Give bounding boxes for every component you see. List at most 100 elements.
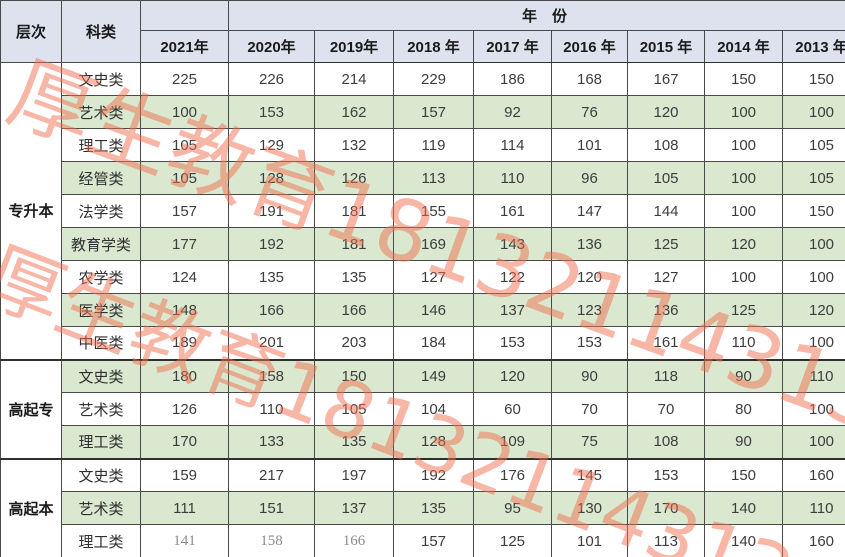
- score-cell: 159: [140, 457, 229, 492]
- column-header-category: 科类: [61, 0, 141, 63]
- score-cell: 105: [627, 161, 705, 195]
- score-cell: 90: [704, 358, 783, 393]
- score-cell: 137: [314, 491, 394, 525]
- score-cell: 128: [393, 425, 474, 459]
- score-cell: 124: [140, 260, 229, 294]
- score-cell: 104: [393, 392, 474, 426]
- score-cell: 150: [781, 62, 845, 96]
- score-cell: 135: [314, 260, 394, 294]
- table-row: 理工类 141 158 166 157 125 101 113 140 160: [1, 524, 845, 557]
- score-cell: 120: [551, 260, 628, 294]
- score-cell: 170: [627, 491, 705, 525]
- score-cell: 157: [393, 524, 474, 557]
- category-cell: 农学类: [61, 260, 141, 294]
- score-cell: 135: [228, 260, 315, 294]
- score-cell: 100: [781, 260, 845, 294]
- table-row: 艺术类 126 110 105 104 60 70 70 80 100: [1, 392, 845, 426]
- score-cell: 153: [473, 326, 552, 360]
- score-cell: 161: [627, 326, 705, 360]
- score-cell: 110: [228, 392, 315, 426]
- score-cell: 166: [314, 524, 394, 557]
- score-cell: 176: [473, 457, 552, 492]
- score-cell: 113: [393, 161, 474, 195]
- score-cell: 110: [473, 161, 552, 195]
- score-cell: 127: [393, 260, 474, 294]
- score-cell: 120: [781, 293, 845, 327]
- year-column-header-7: 2014 年: [704, 30, 783, 63]
- score-cell: 100: [704, 95, 783, 129]
- score-cell: 92: [473, 95, 552, 129]
- score-cell: 126: [140, 392, 229, 426]
- score-cell: 157: [140, 194, 229, 228]
- score-cell: 90: [704, 425, 783, 459]
- table-row: 艺术类 111 151 137 135 95 130 170 140 110: [1, 491, 845, 525]
- score-cell: 186: [473, 62, 552, 96]
- score-cell: 151: [228, 491, 315, 525]
- score-cell: 101: [551, 128, 628, 162]
- score-cell: 135: [314, 425, 394, 459]
- score-cell: 229: [393, 62, 474, 96]
- score-cell: 144: [627, 194, 705, 228]
- category-cell: 中医类: [61, 326, 141, 360]
- score-cell: 150: [704, 62, 783, 96]
- score-cell: 197: [314, 457, 394, 492]
- score-cell: 100: [704, 194, 783, 228]
- score-cell: 100: [781, 392, 845, 426]
- score-cell: 135: [393, 491, 474, 525]
- score-cell: 149: [393, 358, 474, 393]
- level-cell-0: 专升本: [0, 62, 62, 360]
- score-cell: 169: [393, 227, 474, 261]
- score-cell: 100: [140, 95, 229, 129]
- year-column-header-8: 2013 年: [781, 30, 845, 63]
- score-cell: 100: [781, 425, 845, 459]
- score-cell: 105: [781, 128, 845, 162]
- score-cell: 129: [228, 128, 315, 162]
- score-cell: 192: [393, 457, 474, 492]
- score-cell: 70: [551, 392, 628, 426]
- empty-header-cell: [140, 0, 229, 31]
- score-cell: 125: [473, 524, 552, 557]
- score-cell: 225: [140, 62, 229, 96]
- category-cell: 艺术类: [61, 491, 141, 525]
- category-cell: 艺术类: [61, 392, 141, 426]
- score-cell: 192: [228, 227, 315, 261]
- score-cell: 125: [704, 293, 783, 327]
- category-cell: 艺术类: [61, 95, 141, 129]
- score-cell: 105: [314, 392, 394, 426]
- header-row-top: 层次 科类 年 份: [0, 0, 845, 63]
- score-cell: 120: [627, 95, 705, 129]
- score-cell: 96: [551, 161, 628, 195]
- table-row: 中医类 189 201 203 184 153 153 161 110 100: [1, 326, 845, 360]
- column-header-level: 层次: [0, 0, 62, 63]
- score-cell: 132: [314, 128, 394, 162]
- score-cell: 140: [704, 524, 783, 557]
- year-column-header-0: 2021年: [140, 30, 229, 63]
- score-cell: 150: [704, 457, 783, 492]
- score-cell: 80: [704, 392, 783, 426]
- score-cell: 111: [140, 491, 229, 525]
- score-cell: 168: [551, 62, 628, 96]
- score-cell: 128: [228, 161, 315, 195]
- score-cell: 214: [314, 62, 394, 96]
- score-cell: 226: [228, 62, 315, 96]
- score-cell: 166: [228, 293, 315, 327]
- table-row: 教育学类 177 192 181 169 143 136 125 120 100: [1, 227, 845, 261]
- level-cell-1: 高起专: [0, 358, 62, 459]
- category-cell: 理工类: [61, 128, 141, 162]
- score-cell: 158: [228, 358, 315, 393]
- score-cell: 150: [781, 194, 845, 228]
- table-row: 理工类 170 133 135 128 109 75 108 90 100: [1, 425, 845, 459]
- score-cell: 110: [704, 326, 783, 360]
- table-row: 医学类 148 166 166 146 137 123 136 125 120: [1, 293, 845, 327]
- score-cell: 157: [393, 95, 474, 129]
- score-cell: 153: [551, 326, 628, 360]
- year-group-header: 年 份: [227, 0, 845, 31]
- score-cell: 105: [140, 161, 229, 195]
- score-cell: 153: [627, 457, 705, 492]
- score-cell: 127: [627, 260, 705, 294]
- score-cell: 105: [781, 161, 845, 195]
- year-column-header-3: 2018 年: [393, 30, 474, 63]
- score-cell: 100: [781, 95, 845, 129]
- table-row: 专升本 文史类 225 226 214 229 186 168 167 150 150: [0, 62, 845, 360]
